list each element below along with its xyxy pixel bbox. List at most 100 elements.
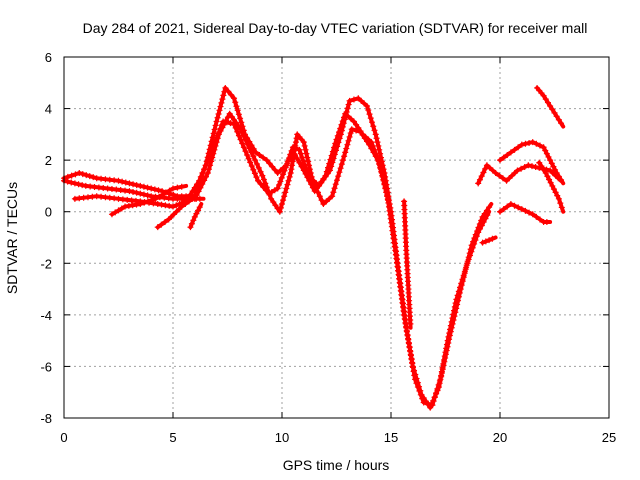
marker-arc-3 [375, 158, 382, 165]
marker-arc-10 [542, 96, 549, 103]
marker-arc-2 [302, 146, 309, 153]
marker-arc-13 [536, 159, 543, 166]
marker-arc-2 [405, 335, 412, 342]
marker-arc-2 [437, 376, 444, 383]
marker-arc-11 [529, 211, 536, 218]
marker-arc-8 [475, 180, 482, 187]
marker-arc-3 [335, 129, 342, 136]
marker-arc-2 [340, 157, 347, 164]
marker-arc-8 [532, 164, 539, 171]
marker-arc-1 [211, 126, 218, 133]
marker-arc-2 [431, 394, 438, 401]
marker-arc-2 [455, 288, 462, 295]
marker-arc-4 [170, 185, 176, 192]
marker-arc-2 [441, 356, 448, 363]
marker-arc-2 [448, 318, 455, 325]
marker-arc-2 [427, 404, 434, 411]
marker-arc-2 [345, 137, 352, 144]
marker-arc-1 [234, 107, 241, 114]
marker-arc-12 [486, 237, 493, 244]
marker-arc-3 [313, 184, 320, 191]
marker-arc-3 [202, 162, 209, 169]
marker-arc-5 [182, 200, 189, 207]
marker-arc-2 [237, 126, 244, 133]
marker-arc-2 [348, 126, 355, 133]
marker-arc-3 [158, 201, 165, 208]
marker-arc-2 [417, 387, 424, 394]
marker-arc-4 [115, 207, 122, 214]
marker-arc-3 [240, 144, 247, 151]
marker-arc-11 [536, 216, 543, 223]
y-tick-label: -2 [40, 256, 52, 271]
marker-arc-2 [281, 193, 288, 200]
marker-arc-1 [228, 91, 235, 98]
marker-arc-1 [238, 119, 245, 126]
marker-arc-2 [475, 229, 482, 236]
marker-arc-2 [137, 190, 144, 197]
marker-arc-2 [306, 162, 313, 169]
marker-arc-9 [542, 147, 549, 154]
x-tick-label: 20 [493, 430, 507, 445]
marker-arc-10 [549, 106, 556, 113]
marker-arc-2 [241, 133, 248, 140]
marker-arc-3 [380, 177, 387, 184]
marker-arc-2 [239, 130, 246, 137]
marker-arc-13 [555, 195, 562, 202]
marker-arc-2 [316, 193, 323, 200]
marker-arc-3 [316, 181, 323, 188]
marker-arc-3 [255, 177, 262, 184]
marker-arc-2 [332, 181, 339, 188]
marker-arc-3 [318, 178, 325, 185]
marker-arc-2 [347, 130, 354, 137]
marker-arc-2 [260, 176, 267, 183]
marker-arc-1 [155, 187, 162, 194]
marker-arc-1 [256, 151, 263, 158]
marker-arc-3 [331, 144, 338, 151]
marker-arc-1 [298, 154, 305, 161]
marker-arc-2 [253, 161, 260, 168]
marker-arc-9 [515, 144, 522, 151]
marker-arc-2 [293, 135, 300, 142]
marker-arc-4 [125, 202, 132, 209]
ticks: 0 5 10 15 20 25 -8 -6 -4 -2 0 2 4 6 [40, 50, 616, 445]
marker-arc-11 [497, 208, 503, 215]
marker-arc-1 [235, 111, 242, 118]
marker-arc-2 [464, 260, 471, 267]
marker-arc-2 [422, 398, 429, 405]
marker-arc-2 [430, 397, 437, 404]
marker-arc-5 [154, 224, 161, 231]
marker-arc-2 [440, 360, 447, 367]
marker-arc-3 [189, 188, 196, 195]
marker-arc-2 [71, 180, 78, 187]
marker-arc-2 [285, 177, 292, 184]
marker-arc-2 [318, 197, 325, 204]
marker-arc-3 [162, 202, 169, 209]
marker-arc-11 [504, 203, 511, 210]
marker-arc-11 [500, 206, 507, 213]
marker-arc-4 [152, 195, 159, 202]
marker-arc-9 [552, 166, 559, 173]
marker-arc-2 [195, 188, 202, 195]
marker-arc-2 [443, 345, 450, 352]
marker-arc-9 [507, 149, 514, 156]
marker-arc-2 [445, 333, 452, 340]
marker-arc-1 [260, 154, 267, 161]
marker-arc-2 [404, 331, 411, 338]
marker-arc-2 [306, 166, 313, 173]
marker-arc-2 [436, 380, 443, 387]
marker-arc-3 [288, 154, 295, 161]
marker-arc-4 [166, 187, 173, 194]
marker-arc-9 [547, 157, 554, 164]
marker-arc-2 [449, 315, 456, 322]
marker-arc-3 [244, 151, 251, 158]
plot-frame [63, 56, 610, 419]
marker-arc-1 [367, 115, 374, 122]
marker-arc-2 [457, 284, 464, 291]
marker-arc-3 [327, 156, 334, 163]
marker-arc-4 [129, 202, 136, 209]
marker-arc-11 [507, 200, 514, 207]
marker-arc-3 [328, 152, 335, 159]
marker-arc-2 [257, 168, 264, 175]
marker-arc-5 [196, 195, 203, 202]
marker-arc-3 [154, 200, 161, 207]
